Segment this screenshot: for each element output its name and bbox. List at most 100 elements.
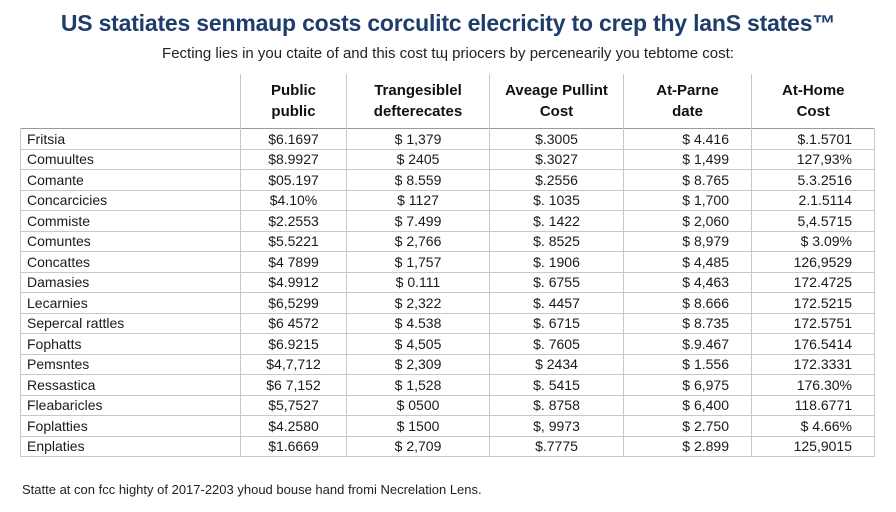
table-cell: $ 6,975: [623, 374, 752, 396]
table-cell: $ 8.765: [623, 169, 752, 191]
column-header-line: public: [271, 103, 316, 120]
table-cell: 5.3.2516: [751, 169, 875, 191]
table-cell: $ 1,700: [623, 189, 752, 211]
page-subtitle: Fecting lies in you ctaite of and this c…: [162, 45, 734, 62]
table-cell: $ 1.556: [623, 353, 752, 375]
table-cell: $5,7527: [240, 394, 347, 416]
table-cell: $ 2405: [346, 148, 490, 170]
table-cell: $ 4.66%: [751, 415, 875, 437]
table-cell: $ 1500: [346, 415, 490, 437]
row-label: Fleabaricles: [20, 394, 241, 416]
column-header: Public public: [240, 74, 347, 129]
table-cell: 2.1.5114: [751, 189, 875, 211]
table-cell: 125,9015: [751, 435, 875, 457]
table-cell: $4.10%: [240, 189, 347, 211]
table-cell: $ 4.416: [623, 128, 752, 150]
table-cell: $. 6715: [489, 312, 624, 334]
table-row: Comante $05.197 $ 8.559 $.2556 $ 8.765 5.3.25…: [20, 169, 875, 191]
table-cell: $, 9973: [489, 415, 624, 437]
table-cell: $4,7,712: [240, 353, 347, 375]
column-header-line: Trangesiblel: [374, 82, 462, 99]
table-cell: $ 4,505: [346, 333, 490, 355]
table-cell: $1.6669: [240, 435, 347, 457]
table-row: Fleabaricles $5,7527 $ 0500 $. 8758 $ 6,400 1…: [20, 394, 875, 416]
column-header: Trangesiblel defterecates: [346, 74, 490, 129]
table-row: Damasies $4.9912 $ 0.111 $. 6755 $ 4,463 172.…: [20, 271, 875, 293]
row-label: Enplaties: [20, 435, 241, 457]
table-cell: $. 8525: [489, 230, 624, 252]
column-header-line: defterecates: [373, 103, 463, 120]
table-cell: $ 2,060: [623, 210, 752, 232]
table-cell: $ 1,528: [346, 374, 490, 396]
table-cell: $ 0.111: [346, 271, 490, 293]
table-header-row: Public public Trangesiblel defterecates Av…: [21, 74, 875, 129]
row-label: Commiste: [20, 210, 241, 232]
table-cell: $6.9215: [240, 333, 347, 355]
table-row: Lecarnies $6,5299 $ 2,322 $. 4457 $ 8.666 172…: [20, 292, 875, 314]
row-label: Damasies: [20, 271, 241, 293]
table-cell: $6 7,152: [240, 374, 347, 396]
table-cell: $ 2.899: [623, 435, 752, 457]
table-cell: $4.9912: [240, 271, 347, 293]
table-cell: 127,93%: [751, 148, 875, 170]
table-cell: $ 2,322: [346, 292, 490, 314]
table-cell: $ 8,979: [623, 230, 752, 252]
table-cell: $6 4572: [240, 312, 347, 334]
table-cell: $.3027: [489, 148, 624, 170]
table-cell: $ 1127: [346, 189, 490, 211]
table-cell: $ 7.499: [346, 210, 490, 232]
table-cell: $.9.467: [623, 333, 752, 355]
table-row: Foplatties $4.2580 $ 1500 $, 9973 $ 2.750 $ 4…: [20, 415, 875, 437]
footnote: Statte at con fcc highty of 2017-2203 yh…: [22, 482, 482, 497]
row-label: Concarcicies: [20, 189, 241, 211]
table-cell: $05.197: [240, 169, 347, 191]
table-cell: $ 1,757: [346, 251, 490, 273]
table-cell: $. 8758: [489, 394, 624, 416]
table-cell: 126,9529: [751, 251, 875, 273]
table-cell: 172.4725: [751, 271, 875, 293]
table-cell: $ 4,485: [623, 251, 752, 273]
table-cell: $ 4,463: [623, 271, 752, 293]
page-title: US statiates senmaup costs corculitc ele…: [60, 10, 836, 36]
table-row: Enplaties $1.6669 $ 2,709 $.7775 $ 2.899 125,…: [20, 435, 875, 457]
table-row: Ressastica $6 7,152 $ 1,528 $. 5415 $ 6,975 1…: [20, 374, 875, 396]
row-label: Concattes: [20, 251, 241, 273]
row-label: Pemsntes: [20, 353, 241, 375]
table-cell: $ 1,499: [623, 148, 752, 170]
row-label: Comuntes: [20, 230, 241, 252]
row-label: Lecarnies: [20, 292, 241, 314]
table-cell: $ 0500: [346, 394, 490, 416]
table-cell: $ 2,766: [346, 230, 490, 252]
table-cell: 172.5751: [751, 312, 875, 334]
row-label: Comante: [20, 169, 241, 191]
table-cell: $5.5221: [240, 230, 347, 252]
table-cell: $ 2.750: [623, 415, 752, 437]
table-cell: $6.1697: [240, 128, 347, 150]
column-header: Aveage Pullint Cost: [489, 74, 624, 129]
table-cell: $ 3.09%: [751, 230, 875, 252]
row-label: Ressastica: [20, 374, 241, 396]
table-cell: $ 2434: [489, 353, 624, 375]
table-cell: $ 2,309: [346, 353, 490, 375]
table-cell: $. 7605: [489, 333, 624, 355]
table-cell: $.3005: [489, 128, 624, 150]
table-cell: 5,4.5715: [751, 210, 875, 232]
column-header-line: date: [672, 103, 703, 120]
table-body: Fritsia $6.1697 $ 1,379 $.3005 $ 4.416 $.1.57…: [20, 128, 875, 457]
column-header: At-Parne date: [623, 74, 752, 129]
table-cell: $. 4457: [489, 292, 624, 314]
table-cell: $ 4.538: [346, 312, 490, 334]
table-cell: $ 8.735: [623, 312, 752, 334]
table-cell: $ 2,709: [346, 435, 490, 457]
table-cell: $. 1422: [489, 210, 624, 232]
column-header-line: Cost: [539, 103, 574, 120]
table-cell: $. 5415: [489, 374, 624, 396]
table-cell: $.2556: [489, 169, 624, 191]
table-cell: $ 6,400: [623, 394, 752, 416]
column-header-line: Aveage Pullint: [505, 82, 608, 99]
table-cell: $. 1906: [489, 251, 624, 273]
table-row: Comuultes $8.9927 $ 2405 $.3027 $ 1,499 127,9…: [20, 148, 875, 170]
column-header-line: At-Home: [782, 82, 845, 99]
table-cell: $ 1,379: [346, 128, 490, 150]
table-cell: $2.2553: [240, 210, 347, 232]
